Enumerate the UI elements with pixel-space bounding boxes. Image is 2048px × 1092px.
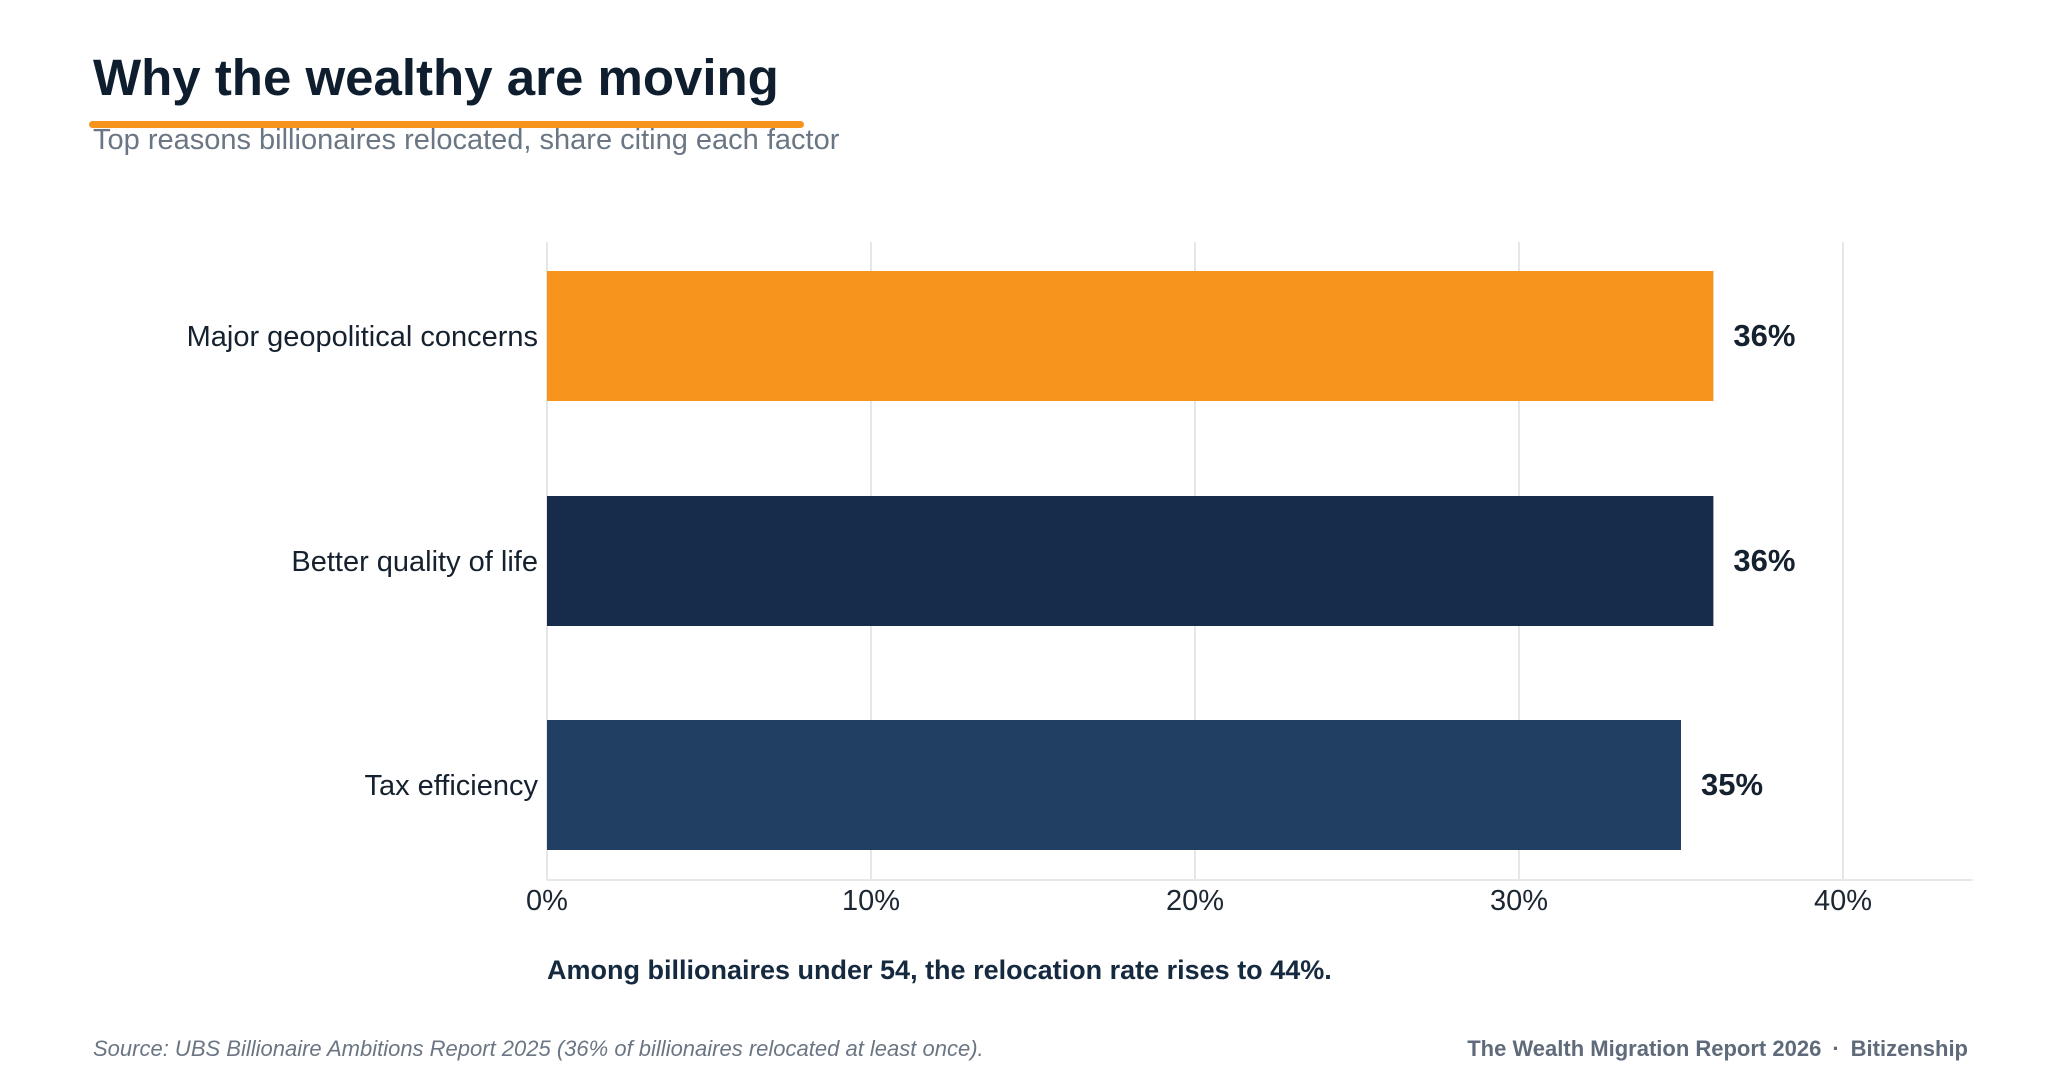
x-tick-label: 40% (1814, 885, 1872, 917)
report-name: The Wealth Migration Report 2026 (1467, 1036, 1822, 1061)
bar (547, 271, 1714, 401)
value-label: 35% (1701, 767, 1763, 802)
chart-title: Why the wealthy are moving (93, 49, 779, 106)
category-label: Tax efficiency (364, 770, 538, 802)
value-label: 36% (1733, 543, 1795, 578)
credit-line: The Wealth Migration Report 2026 · Bitizen… (1467, 1036, 1968, 1062)
bars (547, 271, 1714, 850)
value-label: 36% (1733, 318, 1795, 353)
bar-chart: 0% 10% 20% 30% 40% Major geopolitical concern… (187, 242, 1973, 917)
bar (547, 720, 1681, 850)
category-label: Major geopolitical concerns (187, 321, 538, 353)
x-tick-label: 20% (1166, 885, 1224, 917)
brand-name: Bitizenship (1850, 1036, 1968, 1061)
labels: 0% 10% 20% 30% 40% Major geopolitical concern… (187, 318, 1872, 917)
title-accent-underline (89, 121, 804, 128)
bar (547, 496, 1714, 626)
category-label: Better quality of life (291, 546, 538, 578)
source-note: Source: UBS Billionaire Ambitions Report… (93, 1036, 984, 1061)
chart-annotation: Among billionaires under 54, the relocat… (547, 955, 1332, 985)
credit-separator: · (1832, 1036, 1840, 1061)
x-tick-label: 0% (526, 885, 568, 917)
chart-subtitle: Top reasons billionaires relocated, shar… (93, 124, 840, 156)
x-tick-label: 30% (1490, 885, 1548, 917)
x-tick-label: 10% (842, 885, 900, 917)
